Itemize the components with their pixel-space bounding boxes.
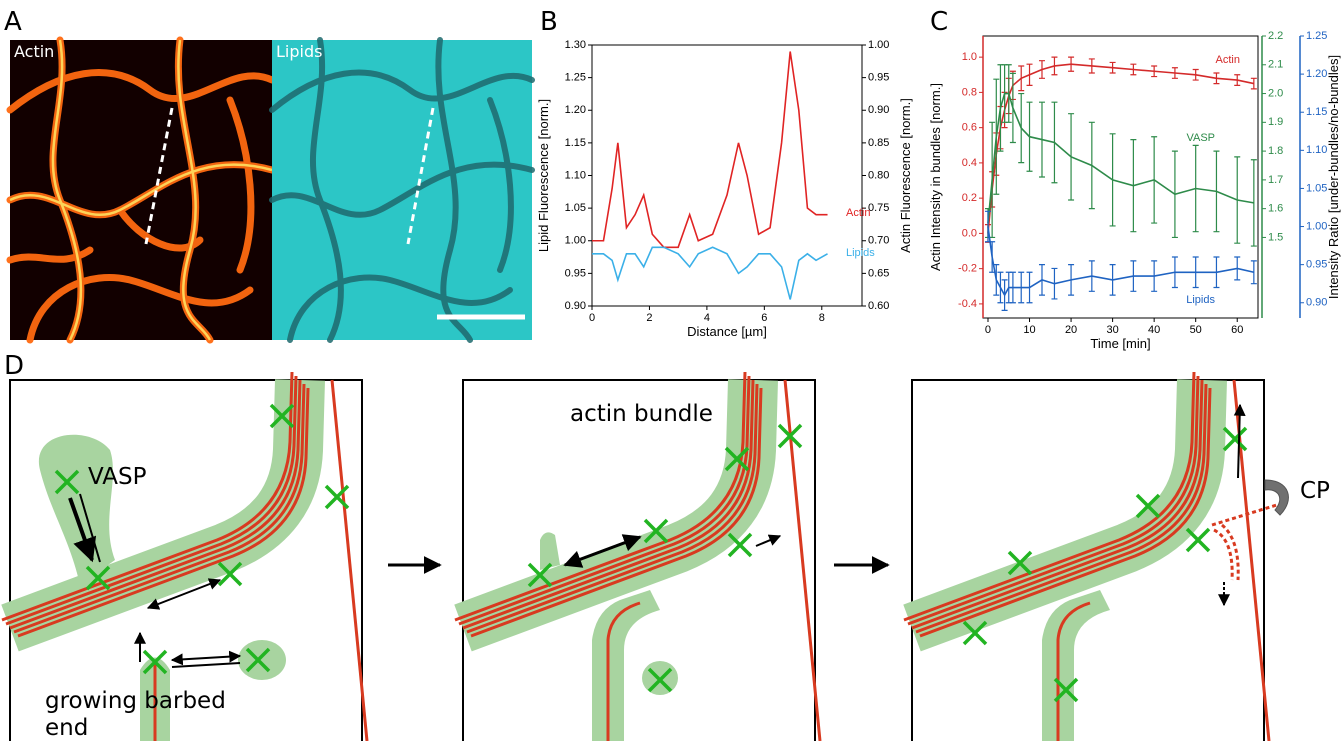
series-line	[592, 246, 828, 300]
x-tick-label: 0	[985, 324, 991, 336]
panel-label: B	[540, 7, 558, 37]
y-tick-label: 0.95	[868, 72, 889, 84]
series-label: Actin	[846, 207, 870, 219]
label: end	[45, 715, 88, 741]
actin-image	[6, 36, 276, 344]
y-tick-label: 0.95	[1306, 259, 1327, 271]
series-label: Lipids	[846, 247, 875, 259]
series-line	[987, 63, 1255, 234]
y-tick-label: 1.00	[1306, 220, 1327, 232]
y-tick-label: 0.70	[868, 235, 889, 247]
y-tick-label: 1.7	[1268, 174, 1283, 186]
series-line	[592, 51, 828, 249]
panel-label: A	[4, 7, 22, 37]
y-tick-label: 0.65	[868, 267, 889, 279]
y-tick-label: -0.2	[958, 263, 977, 275]
y-tick-label: 0.90	[565, 300, 586, 312]
x-tick-label: 40	[1148, 324, 1160, 336]
y-tick-label: 0.6	[962, 122, 977, 134]
x-tick-label: 10	[1023, 324, 1035, 336]
x-axis-label: Time [min]	[1090, 336, 1150, 351]
x-tick-label: 20	[1065, 324, 1077, 336]
label: actin bundle	[570, 401, 713, 427]
y-tick-label: 1.20	[1306, 68, 1327, 80]
error-bar	[1250, 77, 1257, 90]
y-tick-label: 0.8	[962, 86, 977, 98]
y-axis-label: Lipid Fluorescence [norm.]	[536, 99, 551, 252]
y-tick-label: 0.0	[962, 227, 977, 239]
x-tick-label: 60	[1231, 324, 1243, 336]
x-tick-label: 4	[704, 312, 710, 324]
y-tick-label: 0.60	[868, 300, 889, 312]
plot-frame	[591, 44, 863, 307]
series-line	[987, 226, 1255, 297]
y-tick-label: 1.05	[1306, 182, 1327, 194]
x-tick-label: 0	[589, 312, 595, 324]
error-bar	[1250, 159, 1257, 247]
y-tick-label: 1.05	[565, 202, 586, 214]
y-tick-label: 0.95	[565, 267, 586, 279]
label: VASP	[88, 464, 147, 490]
y-tick-label: 1.00	[565, 235, 586, 247]
diagram-step-3	[904, 372, 1288, 741]
y-tick-label: 2.1	[1268, 59, 1283, 71]
y-tick-label: 2.2	[1268, 30, 1283, 42]
y-tick-label: 1.25	[1306, 30, 1327, 42]
diagram-step-2	[455, 372, 820, 741]
series-label: Actin	[1216, 54, 1240, 66]
x-axis-label: Distance [µm]	[687, 324, 767, 339]
lipid-image	[269, 37, 535, 343]
image-label: Lipids	[276, 42, 322, 61]
y-tick-label: 0.4	[962, 157, 977, 169]
x-tick-label: 8	[819, 312, 825, 324]
x-tick-label: 6	[761, 312, 767, 324]
y-tick-label: 0.2	[962, 192, 977, 204]
series-line	[987, 92, 1254, 224]
y-tick-label: 1.00	[868, 39, 889, 51]
x-tick-label: 2	[646, 312, 652, 324]
y-axis-label: Intensity Ratio [under-bundles/no-bundle…	[1326, 55, 1341, 299]
series-label: VASP	[1186, 132, 1215, 144]
diagram-step-1	[2, 372, 367, 741]
error-bar	[1250, 260, 1257, 285]
y-tick-label: 1.25	[565, 72, 586, 84]
y-tick-label: 0.90	[868, 104, 889, 116]
y-tick-label: 0.75	[868, 202, 889, 214]
y-tick-label: 1.8	[1268, 145, 1283, 157]
label: CP	[1300, 478, 1330, 504]
panel-label: D	[4, 351, 24, 381]
y-tick-label: 1.0	[962, 51, 977, 63]
y-tick-label: 2.0	[1268, 87, 1283, 99]
y-tick-label: 1.6	[1268, 203, 1283, 215]
y-tick-label: 1.15	[565, 137, 586, 149]
series-label: Lipids	[1186, 294, 1215, 306]
y-tick-label: -0.4	[958, 298, 977, 310]
x-tick-label: 50	[1190, 324, 1202, 336]
y-tick-label: 0.85	[868, 137, 889, 149]
x-tick-label: 30	[1106, 324, 1118, 336]
y-axis-label: Actin Intensity in bundles [norm.]	[928, 83, 943, 271]
y-tick-label: 1.10	[565, 169, 586, 181]
y-tick-label: 1.30	[565, 39, 586, 51]
label: growing barbed	[45, 688, 226, 714]
y-tick-label: 1.9	[1268, 116, 1283, 128]
y-axis-label: Actin Fluorescence [norm.]	[898, 98, 913, 253]
y-tick-label: 0.80	[868, 169, 889, 181]
y-tick-label: 1.15	[1306, 106, 1327, 118]
y-tick-label: 1.10	[1306, 144, 1327, 156]
y-tick-label: 0.90	[1306, 297, 1327, 309]
image-label: Actin	[14, 42, 54, 61]
y-tick-label: 1.5	[1268, 231, 1283, 243]
y-tick-label: 1.20	[565, 104, 586, 116]
panel-label: C	[930, 7, 948, 37]
